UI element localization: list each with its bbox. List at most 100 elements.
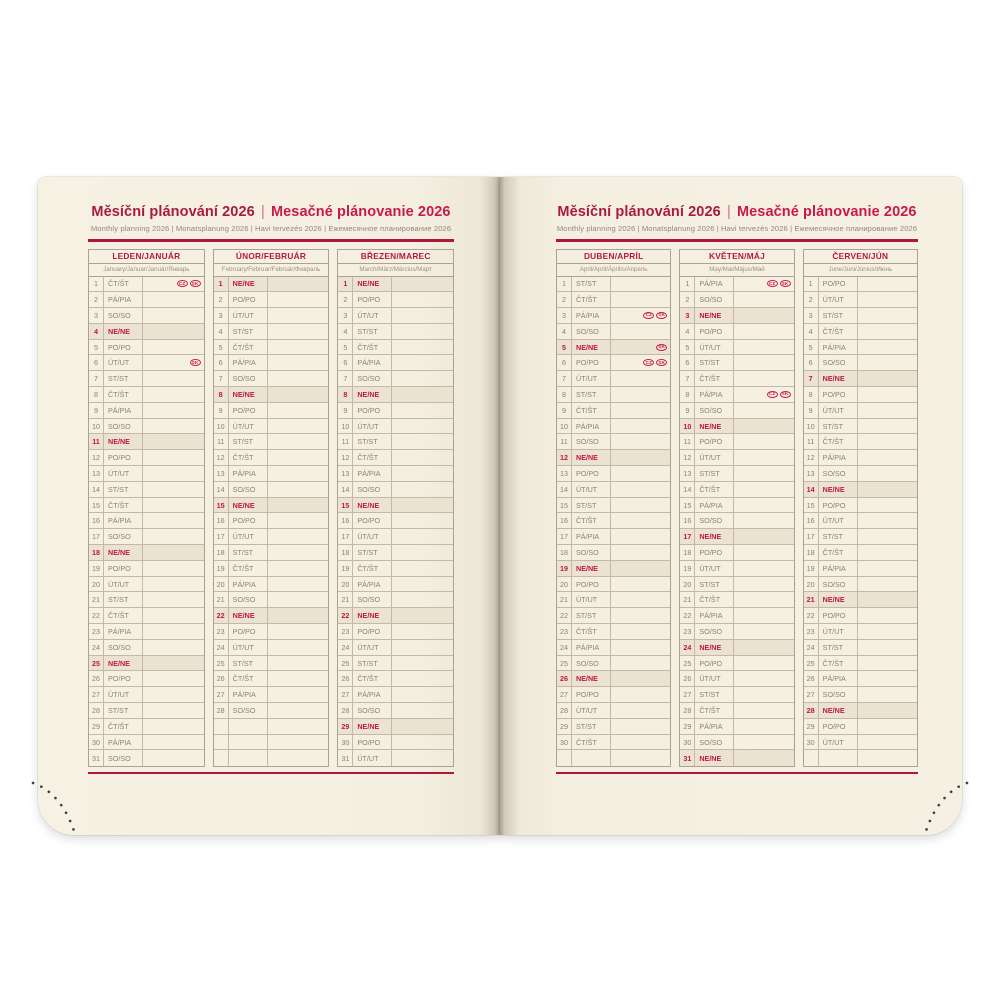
day-row: 28 ÚT/UT	[557, 703, 671, 719]
day-number: 17	[680, 529, 696, 545]
day-abbreviation: NE/NE	[819, 371, 858, 387]
notes-cell: CZ SK	[611, 355, 670, 370]
day-row: 30 ÚT/UT	[803, 734, 917, 751]
day-abbreviation: PO/PO	[353, 513, 393, 529]
notes-cell	[268, 324, 329, 339]
notes-cell	[611, 592, 670, 607]
holiday-cz-icon: CZ	[766, 390, 778, 398]
day-number: 1	[338, 276, 354, 292]
day-number: 8	[338, 387, 354, 402]
day-abbreviation: ČT/ŠT	[572, 734, 611, 750]
notes-cell	[734, 292, 793, 307]
day-number: 6	[804, 355, 819, 371]
empty-row	[214, 750, 329, 767]
day-abbreviation: PO/PO	[229, 292, 268, 308]
day-number: 29	[804, 718, 819, 734]
day-abbreviation: PO/PO	[229, 513, 268, 529]
day-abbreviation: NE/NE	[353, 718, 393, 734]
day-row: 11 ČT/ŠT	[803, 434, 917, 451]
day-abbreviation: ÚT/UT	[104, 355, 143, 371]
holiday-sk-icon: SK	[656, 343, 668, 351]
day-number: 17	[804, 529, 819, 545]
notes-cell	[392, 592, 453, 607]
day-row: 19 NE/NE	[557, 560, 671, 577]
day-abbreviation: ST/ST	[104, 703, 143, 718]
day-abbreviation: SO/SO	[572, 655, 611, 671]
day-abbreviation: ÚT/UT	[572, 481, 611, 497]
notes-cell	[143, 324, 204, 339]
day-row: 18 ST/ST	[213, 545, 329, 561]
notes-cell	[143, 308, 204, 323]
notes-cell	[734, 434, 793, 449]
day-abbreviation: PÁ/PIA	[104, 292, 143, 308]
day-abbreviation: PÁ/PIA	[695, 718, 735, 734]
day-number: 21	[214, 592, 229, 608]
day-row: 15 NE/NE	[213, 497, 329, 514]
notes-cell	[268, 703, 329, 718]
day-row: 28 ST/ST	[89, 703, 204, 719]
day-number: 13	[680, 466, 696, 481]
day-row: 15 PO/PO	[803, 497, 917, 514]
day-number: 11	[804, 434, 819, 450]
day-abbreviation: SO/SO	[572, 434, 611, 450]
day-number: 1	[680, 276, 696, 292]
day-row: 4 NE/NE	[89, 323, 204, 340]
day-number: 2	[557, 292, 572, 308]
day-row: 15 PÁ/PIA	[680, 497, 794, 514]
notes-cell	[268, 277, 329, 292]
day-row: 5 NE/NE SK	[557, 339, 671, 356]
day-number	[214, 718, 229, 734]
day-row: 21 NE/NE	[803, 592, 917, 609]
day-row: 18 ČT/ŠT	[803, 545, 917, 561]
day-number: 15	[557, 497, 572, 513]
day-abbreviation: ÚT/UT	[819, 513, 858, 529]
day-abbreviation: SO/SO	[229, 371, 268, 387]
notes-cell	[734, 640, 793, 655]
day-row: 6 PO/PO CZ SK	[557, 355, 671, 372]
day-abbreviation: NE/NE	[572, 450, 611, 466]
day-row: 13 SO/SO	[803, 466, 917, 482]
day-row: 2 PO/PO	[338, 292, 454, 309]
day-row: 20 ÚT/UT	[89, 576, 204, 593]
day-row: 25 NE/NE	[89, 655, 204, 672]
day-abbreviation: NE/NE	[572, 671, 611, 687]
notes-cell	[143, 656, 204, 671]
notes-cell	[611, 419, 670, 434]
day-abbreviation: ST/ST	[572, 387, 611, 402]
notes-cell	[392, 482, 453, 497]
day-abbreviation: ÚT/UT	[229, 308, 268, 323]
day-row: 9 ÚT/UT	[803, 402, 917, 419]
day-number: 13	[214, 466, 229, 481]
day-row: 17 SO/SO	[89, 529, 204, 546]
day-row: 19 ČT/ŠT	[213, 560, 329, 577]
notes-cell	[268, 640, 329, 655]
day-row: 10 ST/ST	[803, 418, 917, 435]
day-number: 22	[338, 608, 354, 624]
day-number: 29	[89, 718, 104, 734]
day-row: 27 ST/ST	[680, 687, 794, 704]
day-number: 10	[338, 418, 354, 434]
day-number	[214, 750, 229, 767]
day-number: 21	[804, 592, 819, 608]
notes-cell	[611, 719, 670, 734]
notes-cell	[268, 419, 329, 434]
day-row: 25 ST/ST	[213, 655, 329, 672]
day-row: 23 SO/SO	[680, 624, 794, 640]
day-abbreviation: PO/PO	[819, 718, 858, 734]
notes-cell	[268, 482, 329, 497]
notes-cell	[143, 403, 204, 418]
day-abbreviation: ČT/ŠT	[819, 655, 858, 671]
day-abbreviation: NE/NE	[104, 655, 143, 671]
day-row: 11 ST/ST	[213, 434, 329, 451]
day-number: 25	[89, 655, 104, 671]
page-subtitle: Monthly planning 2026 | Monatsplanung 20…	[556, 224, 918, 233]
day-number: 16	[804, 513, 819, 529]
day-row: 26 PÁ/PIA	[803, 671, 917, 688]
month-name: DUBEN/APRÍL	[557, 250, 671, 264]
day-number: 3	[214, 308, 229, 323]
day-number: 23	[557, 624, 572, 639]
day-number: 6	[680, 355, 696, 371]
day-row: 12 NE/NE	[557, 450, 671, 467]
day-number: 5	[557, 339, 572, 355]
notes-cell	[143, 624, 204, 639]
